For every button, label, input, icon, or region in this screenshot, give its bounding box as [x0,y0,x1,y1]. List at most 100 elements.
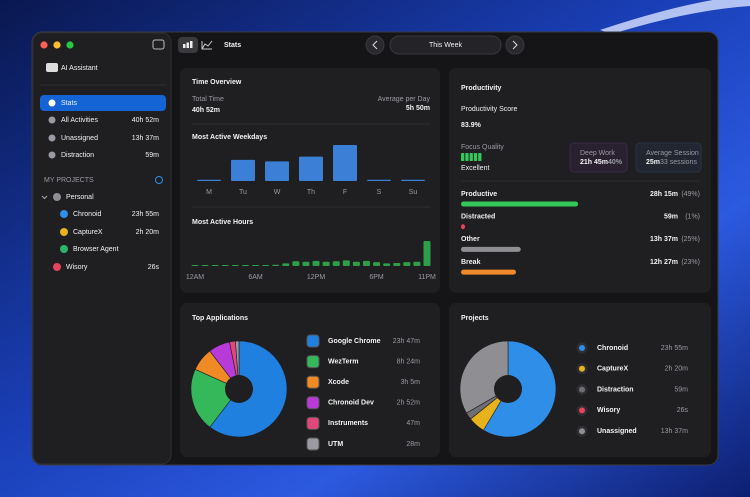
hour-bar [342,260,350,266]
card-title: Top Applications [192,315,248,322]
sidebar-toggle[interactable] [152,39,165,50]
row-bar [461,201,579,207]
nav-label: Unassigned [61,135,98,142]
session-box [635,142,702,173]
legend-value: 26s [677,407,689,414]
legend-value: 59m [674,386,688,393]
legend-label: Wisory [597,407,620,414]
x-tick-label: F [343,189,347,196]
nav-icon [48,116,56,124]
row-percent: (49%) [681,191,700,198]
card-title: Productivity [461,85,502,92]
legend-dot [579,386,585,393]
weekday-bar [367,179,391,181]
legend-value: 2h 20m [665,366,689,373]
app-icon [306,334,320,348]
project-dot[interactable] [60,245,68,253]
icon-bar [186,42,189,48]
x-tick-label: S [377,189,382,196]
legend-value: 23h 55m [661,345,688,352]
row-duration: 28h 15m [650,191,678,198]
project-dot[interactable] [53,263,61,271]
stat-value: 21h 45m [580,159,608,166]
stat-label: Average Session [646,150,699,157]
selected-item[interactable] [40,95,166,111]
app-icon [306,416,320,430]
stat-label: Productivity Score [461,106,518,113]
wallpaper-streak [600,0,750,34]
app-name: UTM [328,441,343,448]
app-duration: 8h 24m [397,358,421,365]
project-dot[interactable] [60,228,68,236]
hour-bar [252,265,260,266]
stat-label: Total Time [192,96,224,103]
row-duration: 59m [664,214,678,221]
nav-value: 13h 37m [132,135,159,142]
nav-icon [48,99,56,107]
project-label: Wisory [66,264,88,271]
app-duration: 3h 5m [401,379,421,386]
stat-label: Focus Quality [461,144,504,151]
chart-title: Most Active Weekdays [192,134,267,141]
nav-icon [48,151,56,159]
period-selector[interactable] [389,35,502,55]
nav-value: 40h 52m [132,117,159,124]
minimize-button[interactable] [53,41,61,49]
hour-bar [292,261,300,266]
next-button[interactable] [505,35,525,55]
sidebar [32,32,172,465]
row-percent: (1%) [685,214,700,221]
x-tick-label: 6AM [248,274,263,281]
nav-label: Stats [61,100,77,107]
x-tick-label: M [206,189,212,196]
hour-bar [312,260,320,266]
row-label: Distracted [461,214,495,221]
zoom-button[interactable] [66,41,74,49]
row-percent: (23%) [681,259,700,266]
hour-bar [322,261,330,266]
add-project-button[interactable] [155,176,163,184]
x-tick-label: 12AM [186,274,204,281]
nav-label: Distraction [61,152,94,159]
deep-work-box [569,142,628,173]
hour-bar [423,241,431,266]
weekday-bar [197,179,221,181]
x-tick-label: W [274,189,281,196]
legend-dot [579,345,585,351]
x-tick-label: Su [409,189,418,196]
previous-button[interactable] [365,35,385,55]
line-view-button[interactable] [201,40,213,50]
legend-label: CaptureX [597,366,628,373]
app-name: Xcode [328,379,349,386]
app-icon [306,355,320,369]
toolbar-title: Stats [224,42,241,49]
row-bar [461,246,521,252]
legend-label: Chronoid [597,345,628,352]
pie-hole [225,375,253,403]
app-icon [306,375,320,389]
hour-bar [383,263,391,266]
focus-segment [461,153,465,161]
row-percent: (25%) [681,236,700,243]
nav-value: 59m [145,152,159,159]
app-name: AI Assistant [61,65,98,72]
score: 83.9% [461,122,482,129]
close-button[interactable] [40,41,48,49]
app-name: Chronoid Dev [328,400,374,407]
x-tick-label: 6PM [369,274,384,281]
project-label: Chronoid [73,211,102,218]
stat-label: Deep Work [580,150,615,157]
app-name: Google Chrome [328,338,381,345]
stat-value: 25m [646,159,660,166]
hour-bar [211,265,219,266]
project-dot[interactable] [60,210,68,218]
focus-segment [465,153,469,161]
stat-share: 40% [608,159,623,166]
app-icon [306,396,320,410]
hour-bar [272,264,280,266]
app-name: Instruments [328,420,368,427]
legend-dot [579,428,585,435]
stat-value: 40h 52m [192,107,220,114]
hour-bar [302,261,310,266]
stat-label: Average per Day [378,96,431,103]
